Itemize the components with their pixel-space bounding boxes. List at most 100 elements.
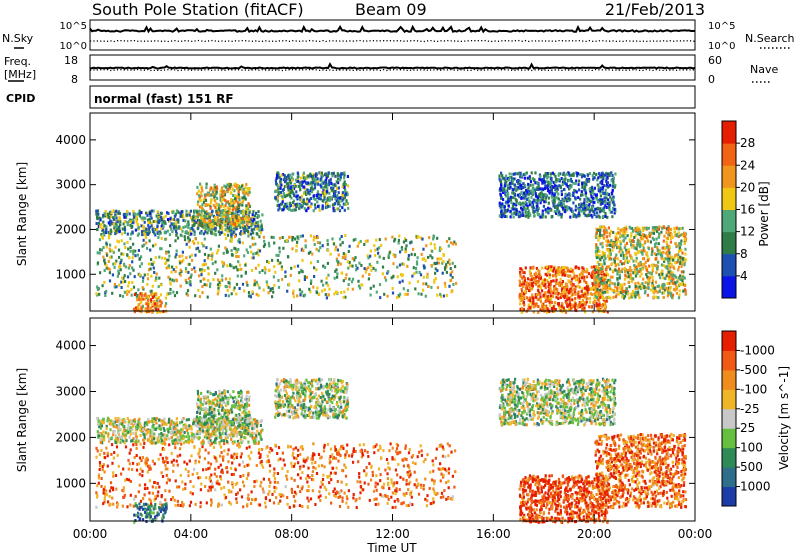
power-echo-cell — [335, 245, 338, 249]
power-echo-cell — [242, 212, 245, 216]
power-echo-cell — [563, 266, 566, 270]
power-echo-cell — [547, 294, 550, 298]
power-echo-cell — [547, 280, 550, 284]
power-echo-cell — [324, 293, 327, 297]
power-echo-cell — [587, 213, 590, 217]
power-echo-cell — [198, 274, 201, 278]
power-echo-cell — [498, 188, 501, 192]
power-echo-cell — [129, 237, 132, 241]
power-echo-cell — [326, 174, 330, 178]
power-echo-cell — [214, 271, 217, 275]
power-echo-cell — [597, 200, 600, 204]
power-echo-cell — [105, 264, 108, 268]
power-echo-cell — [558, 184, 561, 188]
power-echo-cell — [512, 215, 515, 219]
power-echo-cell — [668, 288, 671, 292]
power-echo-cell — [549, 183, 552, 187]
power-echo-cell — [378, 238, 381, 242]
power-echo-cell — [620, 228, 624, 232]
power-echo-cell — [245, 207, 248, 211]
power-echo-cell — [323, 195, 326, 199]
power-echo-cell — [536, 280, 539, 284]
power-echo-cell — [531, 205, 534, 209]
power-echo-cell — [555, 209, 558, 213]
power-echo-cell — [597, 246, 600, 250]
power-echo-cell — [124, 280, 127, 283]
power-echo-cell — [636, 244, 639, 248]
power-echo-cell — [146, 213, 149, 217]
power-echo-cell — [574, 290, 577, 294]
power-echo-cell — [601, 188, 604, 192]
power-echo-cell — [537, 310, 540, 314]
power-echo-cell — [169, 291, 172, 295]
power-echo-cell — [604, 276, 607, 280]
power-echo-cell — [224, 208, 227, 212]
power-echo-cell — [564, 292, 567, 296]
power-echo-cell — [663, 277, 666, 281]
power-echo-cell — [651, 279, 654, 283]
power-echo-cell — [525, 284, 528, 288]
power-echo-cell — [193, 217, 196, 220]
power-echo-cell — [527, 196, 530, 200]
power-echo-cell — [675, 253, 678, 257]
power-echo-cell — [429, 254, 432, 258]
power-echo-cell — [660, 230, 663, 234]
power-echo-cell — [159, 293, 162, 297]
power-echo-cell — [591, 206, 594, 210]
power-echo-cell — [102, 228, 105, 232]
power-echo-cell — [304, 190, 307, 194]
power-echo-cell — [214, 205, 217, 209]
power-echo-cell — [532, 198, 536, 202]
power-echo-cell — [574, 208, 577, 212]
power-echo-cell — [184, 270, 188, 273]
power-echo-cell — [123, 262, 126, 266]
power-echo-cell — [294, 237, 297, 241]
power-echo-cell — [308, 287, 311, 291]
power-echo-cell — [635, 256, 638, 260]
power-echo-cell — [533, 189, 537, 193]
power-echo-cell — [655, 237, 658, 241]
power-echo-cell — [258, 235, 261, 239]
nsearch-tick-top: 10^5 — [708, 21, 735, 32]
power-echo-cell — [219, 193, 222, 197]
power-echo-cell — [150, 221, 153, 225]
power-echo-cell — [613, 282, 616, 286]
power-echo-cell — [141, 244, 144, 248]
power-echo-cell — [144, 236, 148, 240]
power-echo-cell — [252, 252, 255, 256]
power-echo-cell — [383, 276, 387, 280]
power-echo-cell — [649, 276, 652, 280]
power-echo-cell — [553, 273, 556, 277]
power-echo-cell — [330, 172, 333, 176]
power-echo-cell — [601, 252, 604, 256]
power-echo-cell — [595, 283, 598, 287]
power-echo-cell — [556, 196, 559, 200]
power-echo-cell — [251, 223, 254, 227]
power-echo-cell — [167, 258, 170, 262]
power-echo-cell — [554, 188, 557, 192]
power-echo-cell — [597, 185, 600, 189]
power-echo-cell — [559, 277, 562, 281]
power-echo-cell — [543, 279, 546, 283]
power-echo-cell — [593, 300, 596, 304]
power-echo-cell — [135, 215, 138, 219]
power-echo-cell — [302, 176, 305, 180]
power-echo-cell — [595, 245, 598, 249]
power-echo-cell — [529, 177, 532, 181]
power-echo-region — [196, 182, 251, 228]
power-echo-cell — [326, 239, 329, 243]
power-echo-cell — [328, 287, 331, 291]
power-echo-cell — [152, 300, 156, 304]
power-echo-cell — [661, 284, 664, 288]
power-echo-cell — [256, 215, 259, 219]
power-echo-cell — [684, 252, 687, 256]
power-echo-cell — [598, 289, 601, 292]
power-echo-cell — [107, 236, 111, 240]
power-echo-cell — [541, 209, 544, 213]
power-echo-cell — [562, 308, 566, 312]
power-echo-cell — [280, 183, 283, 187]
power-echo-cell — [323, 197, 326, 201]
power-echo-cell — [311, 174, 314, 178]
power-echo-cell — [520, 174, 523, 178]
power-echo-cell — [208, 228, 211, 232]
